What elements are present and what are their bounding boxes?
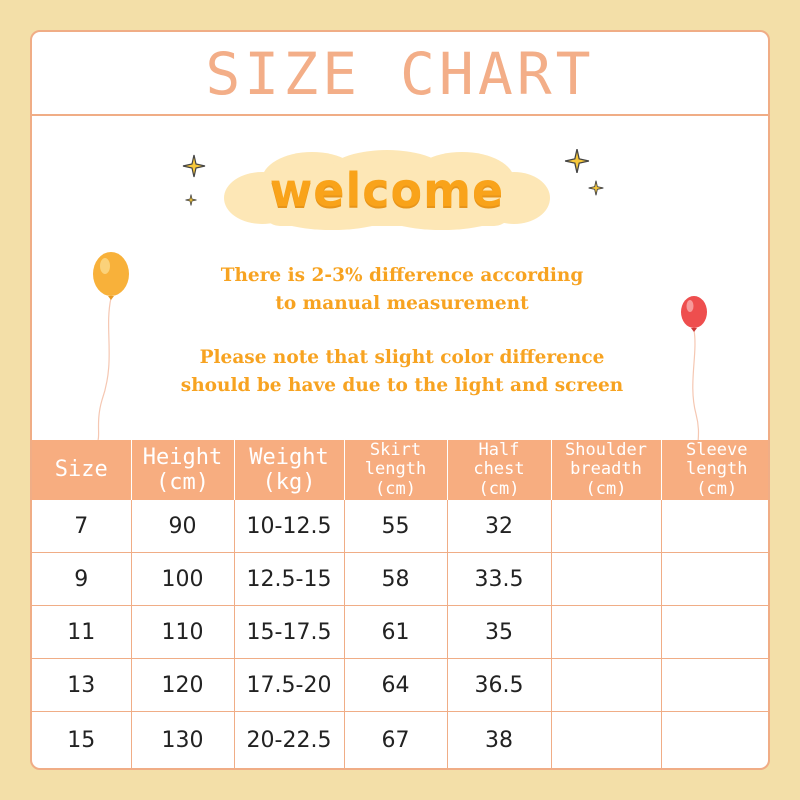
sparkle-icon: [564, 148, 590, 174]
table-row: 13 120 17.5-20 64 36.5: [32, 658, 768, 712]
table-cell: 9: [32, 552, 132, 606]
note-line: There is 2-3% difference according: [220, 265, 584, 286]
table-cell: 64: [344, 658, 448, 712]
header-text: length: [686, 459, 748, 480]
table-cell: [551, 552, 662, 606]
table-cell: 130: [131, 711, 235, 768]
header-unit: (cm): [478, 478, 520, 499]
table-row: 15 130 20-22.5 67 38: [32, 711, 768, 769]
header-unit: (kg): [262, 470, 316, 495]
header-text: Half: [478, 439, 520, 460]
table-cell: 32: [447, 500, 552, 553]
table-cell: 120: [131, 658, 235, 712]
note-line: Please note that slight color difference: [199, 347, 605, 368]
table-cell: 90: [131, 500, 235, 553]
size-table: Size Height (cm) Weight (kg) Skirt lengt…: [32, 439, 768, 769]
table-cell: 67: [344, 711, 448, 768]
header-text: Size: [54, 457, 108, 483]
table-cell: 15-17.5: [234, 605, 345, 659]
header-text: Weight: [249, 444, 329, 470]
balloon-icon: [93, 252, 129, 440]
table-cell: [661, 552, 768, 606]
table-cell: [551, 658, 662, 712]
header-text: Height: [142, 444, 223, 470]
sparkle-icon: [185, 194, 197, 206]
table-cell: 15: [32, 711, 132, 768]
welcome-heading: welcome: [269, 163, 505, 217]
header-text: chest: [473, 459, 525, 480]
table-cell: 38: [447, 711, 552, 768]
table-cell: [661, 658, 768, 712]
table-cell: [661, 500, 768, 553]
table-cell: [661, 712, 768, 769]
header-skirt-length: Skirt length (cm): [343, 439, 447, 500]
header-unit: (cm): [375, 478, 416, 499]
header-unit: (cm): [585, 478, 627, 499]
header-text: Skirt: [369, 439, 422, 460]
table-cell: 13: [32, 658, 132, 712]
header-unit: (cm): [696, 478, 738, 499]
table-cell: [551, 711, 662, 768]
header-sleeve-length: Sleeve length (cm): [660, 439, 768, 500]
header-unit: (cm): [156, 470, 209, 495]
table-cell: 12.5-15: [234, 552, 345, 606]
header-height: Height (cm): [130, 440, 234, 500]
table-cell: [661, 605, 768, 659]
table-row: 11 110 15-17.5 61 35: [32, 605, 768, 659]
header-half-chest: Half chest (cm): [446, 439, 551, 500]
balloon-icon: [681, 296, 707, 444]
color-note: Please note that slight color difference…: [32, 344, 768, 400]
sparkle-icon: [588, 180, 604, 196]
table-cell: [551, 500, 662, 553]
size-chart-card: SIZE CHART welcome: [30, 30, 770, 770]
table-cell: 11: [32, 605, 132, 659]
measurement-note: There is 2-3% difference according to ma…: [32, 262, 768, 318]
table-cell: 17.5-20: [234, 658, 345, 712]
header-text: length: [364, 459, 427, 480]
header-weight: Weight (kg): [233, 440, 344, 500]
header-size: Size: [32, 440, 131, 500]
title-bar: SIZE CHART: [32, 32, 768, 116]
table-cell: 10-12.5: [234, 500, 345, 553]
cloud-icon: [224, 150, 550, 230]
table-cell: [551, 605, 662, 659]
table-cell: 58: [344, 552, 448, 606]
table-cell: 55: [344, 500, 448, 553]
table-cell: 100: [131, 552, 235, 606]
table-row: 7 90 10-12.5 55 32: [32, 500, 768, 553]
table-cell: 36.5: [447, 658, 552, 712]
table-cell: 61: [344, 605, 448, 659]
sparkle-icon: [182, 154, 206, 178]
header-text: Sleeve: [686, 439, 748, 460]
table-cell: 7: [32, 500, 132, 553]
header-text: breadth: [570, 459, 642, 480]
page-title: SIZE CHART: [205, 40, 595, 108]
table-row: 9 100 12.5-15 58 33.5: [32, 552, 768, 606]
note-line: to manual measurement: [275, 293, 529, 314]
table-cell: 20-22.5: [234, 711, 345, 768]
table-cell: 35: [447, 605, 552, 659]
table-cell: 110: [131, 605, 235, 659]
note-line: should be have due to the light and scre…: [180, 375, 624, 396]
table-cell: 33.5: [447, 552, 552, 606]
header-text: Shoulder: [565, 439, 647, 460]
header-shoulder-breadth: Shoulder breadth (cm): [550, 439, 661, 500]
table-header-row: Size Height (cm) Weight (kg) Skirt lengt…: [32, 439, 768, 500]
